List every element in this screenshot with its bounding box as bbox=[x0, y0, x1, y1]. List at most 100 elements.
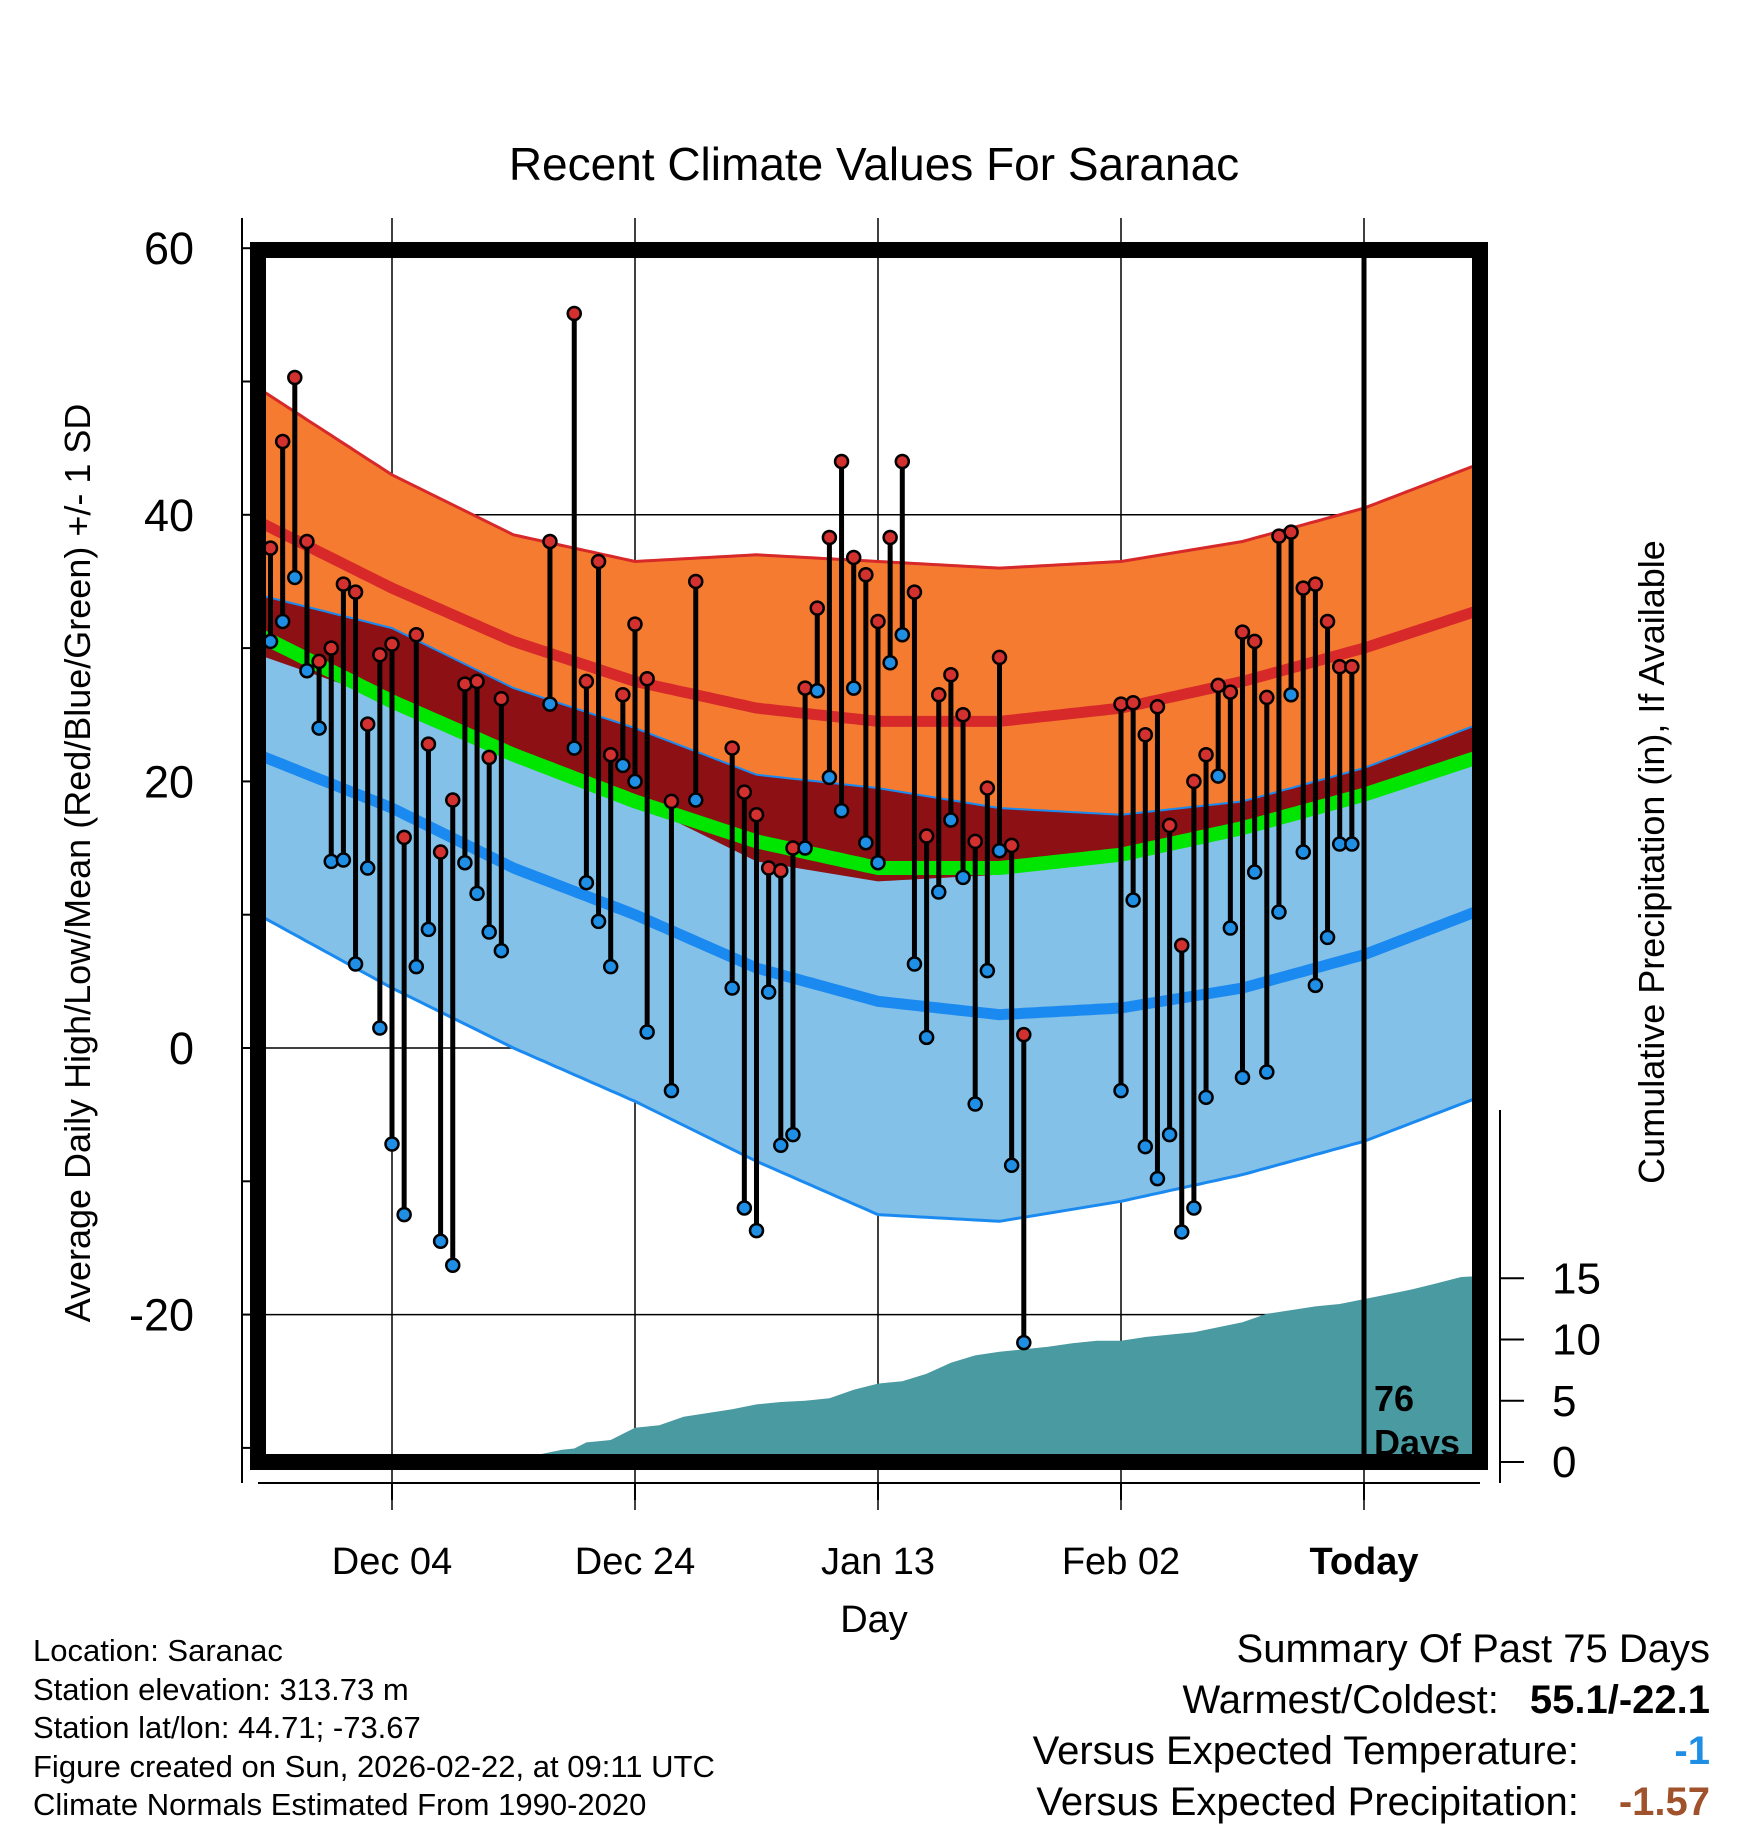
low-point bbox=[274, 613, 291, 630]
high-point bbox=[396, 829, 412, 846]
today-days-label: Days bbox=[1374, 1422, 1460, 1463]
low-point bbox=[627, 773, 643, 790]
low-point bbox=[748, 1222, 765, 1239]
y2-tick-label: 10 bbox=[1552, 1316, 1601, 1365]
y2-axis-label: Cumulative Precipitation (in), If Availa… bbox=[1631, 540, 1672, 1184]
low-point bbox=[724, 980, 740, 996]
created-text: Figure created on Sun, 2026-02-22, at 09… bbox=[33, 1748, 715, 1784]
low-point bbox=[882, 655, 898, 671]
station-info: Location: Saranac Station elevation: 313… bbox=[33, 1632, 715, 1825]
low-point bbox=[396, 1206, 412, 1223]
low-point bbox=[602, 958, 619, 975]
temp-value: -1 bbox=[1674, 1729, 1710, 1773]
high-point bbox=[736, 784, 753, 800]
high-point bbox=[372, 647, 388, 663]
low-point bbox=[299, 663, 315, 679]
low-point bbox=[1259, 1064, 1275, 1080]
precip-area bbox=[258, 1275, 1486, 1462]
high-point bbox=[1319, 613, 1336, 630]
low-point bbox=[688, 792, 704, 808]
chart-title: Recent Climate Values For Saranac bbox=[509, 138, 1239, 190]
high-point bbox=[748, 806, 765, 823]
low-point bbox=[943, 812, 959, 828]
high-point bbox=[894, 453, 911, 470]
high-point bbox=[821, 529, 838, 546]
high-point bbox=[1307, 576, 1324, 592]
low-point bbox=[432, 1233, 449, 1250]
low-point bbox=[1016, 1334, 1032, 1351]
low-point bbox=[566, 740, 582, 756]
high-point bbox=[347, 584, 364, 600]
low-point bbox=[615, 757, 631, 774]
low-point bbox=[347, 956, 364, 972]
low-point bbox=[287, 569, 303, 586]
normals-text: Climate Normals Estimated From 1990-2020 bbox=[33, 1787, 647, 1822]
high-point bbox=[1234, 624, 1251, 640]
y-tick-label: 60 bbox=[144, 223, 194, 274]
low-point bbox=[955, 869, 971, 886]
high-point bbox=[1344, 659, 1360, 675]
y2-tick-label: 0 bbox=[1552, 1438, 1576, 1487]
high-point bbox=[1125, 695, 1141, 711]
high-point bbox=[1174, 937, 1190, 954]
low-point bbox=[1344, 836, 1360, 852]
low-point bbox=[967, 1096, 983, 1112]
high-point bbox=[1016, 1026, 1032, 1043]
y-tick-label: 0 bbox=[169, 1023, 194, 1074]
low-point bbox=[760, 984, 777, 1000]
high-point bbox=[724, 740, 740, 756]
low-point bbox=[931, 884, 947, 900]
elevation-text: Station elevation: 313.73 m bbox=[33, 1671, 409, 1707]
low-point bbox=[542, 696, 558, 712]
x-tick-label: Dec 24 bbox=[575, 1541, 695, 1583]
x-tick-label: Feb 02 bbox=[1062, 1541, 1180, 1583]
high-point bbox=[663, 793, 680, 810]
location-text: Location: Saranac bbox=[33, 1633, 283, 1668]
low-point bbox=[372, 1020, 388, 1036]
low-point bbox=[639, 1024, 655, 1040]
low-point bbox=[445, 1257, 461, 1274]
low-point bbox=[1174, 1224, 1190, 1240]
low-point bbox=[590, 913, 607, 930]
low-point bbox=[481, 924, 497, 940]
high-point bbox=[420, 736, 437, 752]
low-point bbox=[663, 1082, 680, 1099]
high-point bbox=[639, 671, 655, 687]
high-point bbox=[967, 833, 983, 850]
x-axis-label: Day bbox=[840, 1599, 908, 1641]
low-point bbox=[858, 834, 874, 851]
warm-cold-label: Warmest/Coldest: bbox=[1182, 1678, 1499, 1722]
low-point bbox=[894, 627, 911, 643]
low-point bbox=[809, 683, 825, 699]
latlon-text: Station lat/lon: 44.71; -73.67 bbox=[33, 1710, 421, 1745]
low-point bbox=[408, 958, 425, 975]
high-point bbox=[359, 716, 376, 732]
y-tick-label: 40 bbox=[144, 490, 194, 541]
low-point bbox=[1234, 1069, 1251, 1086]
high-point bbox=[882, 529, 898, 546]
high-point bbox=[578, 673, 595, 690]
low-point bbox=[1113, 1082, 1129, 1099]
low-point bbox=[773, 1137, 789, 1154]
high-point bbox=[797, 680, 813, 696]
today-days-number: 76 bbox=[1374, 1378, 1414, 1419]
high-point bbox=[493, 691, 510, 707]
high-point bbox=[1259, 689, 1275, 706]
high-point bbox=[906, 584, 923, 600]
low-point bbox=[1307, 977, 1324, 994]
y-axis-label: Average Daily High/Low/Mean (Red/Blue/Gr… bbox=[57, 404, 98, 1323]
high-point bbox=[918, 828, 935, 844]
x-tick-label: Dec 04 bbox=[332, 1541, 452, 1583]
high-point bbox=[287, 369, 303, 386]
low-point bbox=[736, 1200, 753, 1216]
low-point bbox=[1198, 1089, 1214, 1106]
high-point bbox=[384, 636, 400, 652]
high-point bbox=[955, 707, 971, 723]
high-point bbox=[457, 676, 473, 692]
high-point bbox=[1210, 677, 1226, 694]
y2-tick-label: 5 bbox=[1552, 1377, 1576, 1426]
high-point bbox=[688, 573, 704, 590]
low-point bbox=[578, 874, 595, 891]
warm-cold-row: Warmest/Coldest: 55.1/-22.1 bbox=[1033, 1675, 1711, 1726]
